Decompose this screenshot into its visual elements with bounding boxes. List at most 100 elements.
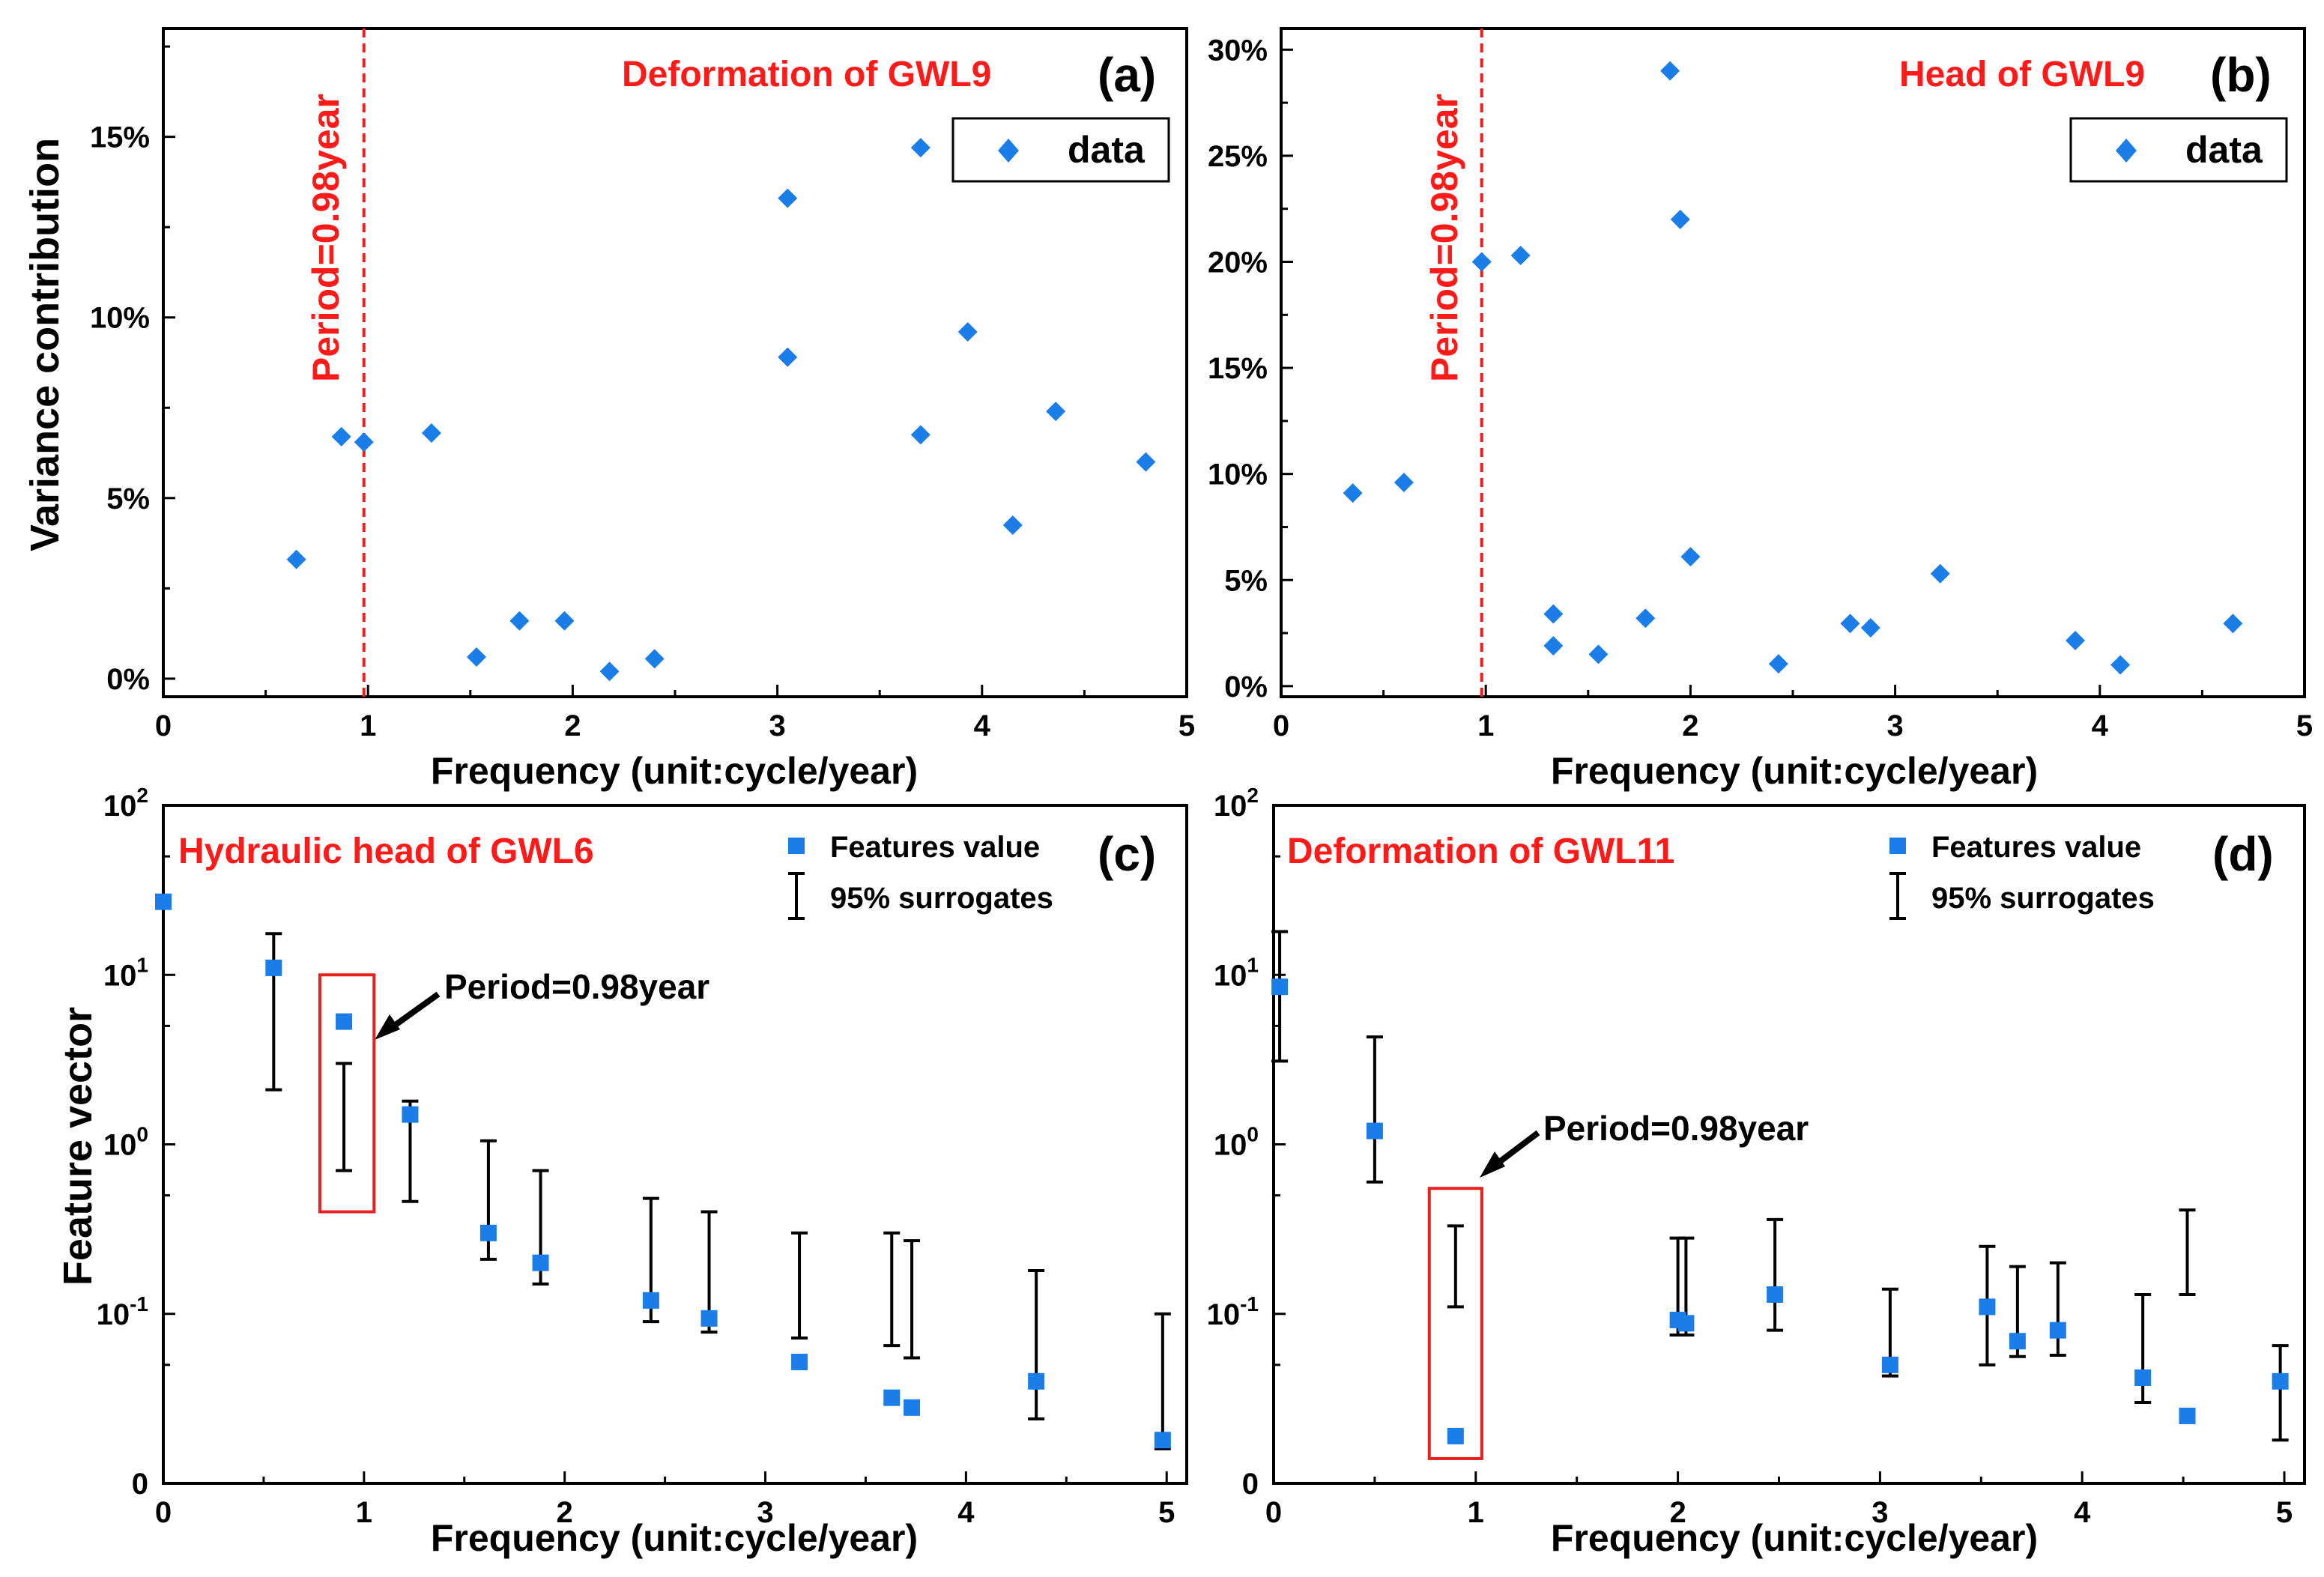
period-label-b: Period=0.98year (1423, 94, 1465, 382)
error-bar (265, 932, 282, 1092)
error-bar (1028, 1268, 1045, 1420)
error-bar (1767, 1217, 1784, 1332)
feature-point (904, 1399, 921, 1416)
data-point (1510, 245, 1531, 265)
feature-point (883, 1389, 901, 1406)
y-tick-label: 25% (1208, 140, 1268, 173)
error-bar (883, 1231, 901, 1348)
error-bar (479, 1139, 497, 1261)
chart-title-d: Deformation of GWL11 (1287, 832, 1674, 871)
y-tick-label: 10-1 (1207, 1292, 1259, 1331)
error-bar (336, 1062, 353, 1172)
x-tick-label: 0 (155, 709, 172, 742)
y-axis-label-a: Variance contribution (22, 138, 67, 551)
data-point (1680, 547, 1701, 567)
data-point (957, 322, 978, 342)
chart-title-a: Deformation of GWL9 (622, 55, 991, 94)
axes-c: 0 1 2 3 4 5 0 10-1 100 101 102 (97, 784, 1175, 1529)
legend-label-features-d: Features value (1931, 831, 2141, 864)
data-point (1670, 209, 1690, 229)
feature-point (2134, 1369, 2152, 1386)
annotation-arrowhead-c (375, 1014, 400, 1040)
y-tick-label: 15% (1208, 352, 1268, 385)
annotation-d: Period=0.98year (1543, 1109, 1809, 1148)
data-point (1860, 617, 1880, 638)
feature-point (265, 959, 282, 976)
feature-point (1028, 1372, 1045, 1390)
legend-marker-b (2116, 139, 2137, 163)
feature-point (791, 1354, 808, 1371)
data-point (466, 647, 486, 667)
data-point (354, 432, 374, 452)
x-tick-label: 1 (356, 1496, 372, 1529)
y-tick-label: 10-1 (97, 1292, 148, 1331)
x-tick-label: 5 (1178, 709, 1195, 742)
y-tick-label: 5% (1224, 564, 1268, 597)
y-tick-label: 5% (106, 482, 150, 515)
feature-point (1447, 1427, 1464, 1444)
error-bar (2272, 1344, 2289, 1442)
chart-title-c: Hydraulic head of GWL6 (178, 832, 594, 871)
x-tick-label: 4 (2074, 1496, 2091, 1529)
x-tick-label: 2 (557, 1496, 573, 1529)
feature-point (2179, 1407, 2196, 1424)
legend-label-features-c: Features value (830, 831, 1040, 864)
x-tick-label: 0 (155, 1496, 172, 1529)
x-tick-label: 5 (2276, 1496, 2293, 1529)
x-tick-label: 0 (1265, 1496, 1282, 1529)
error-bar (2049, 1261, 2066, 1357)
data-point (509, 611, 530, 631)
y-tick-label: 101 (1214, 953, 1259, 992)
y-tick-label: 0% (1224, 671, 1268, 703)
feature-point (479, 1224, 497, 1241)
x-tick-label: 4 (974, 709, 991, 742)
feature-point (1366, 1122, 1383, 1139)
x-axis-label-d: Frequency (unit:cycle/year) (1551, 1517, 2038, 1559)
data-point (286, 549, 306, 569)
feature-point (2272, 1372, 2289, 1390)
data-point (1543, 636, 1564, 656)
x-tick-label: 2 (564, 709, 581, 742)
x-axis-label-a: Frequency (unit:cycle/year) (431, 750, 918, 792)
legend-d: Features value 95% surrogates (1889, 831, 2155, 920)
x-tick-label: 3 (1886, 709, 1903, 742)
data-point (1136, 452, 1156, 472)
feature-point (1271, 978, 1289, 996)
error-bar (1154, 1312, 1171, 1450)
x-tick-label: 4 (2092, 709, 2109, 742)
data-point (778, 188, 798, 208)
axes-a: 0 1 2 3 4 5 0% 5% 10% 15% (90, 28, 1195, 742)
data-point (1768, 654, 1788, 674)
y-axis-label-c: Feature vector (55, 1007, 100, 1286)
panel-label-b: (b) (2210, 48, 2272, 102)
period-label-a: Period=0.98year (305, 94, 347, 382)
chart-title-b: Head of GWL9 (1899, 55, 2145, 94)
data-point (1343, 483, 1363, 503)
feature-point (1154, 1432, 1171, 1449)
legend-box-a (951, 117, 1170, 183)
data-point (1543, 604, 1564, 624)
error-bar (1447, 1224, 1464, 1309)
x-axis-label-b: Frequency (unit:cycle/year) (1551, 750, 2038, 792)
y-tick-label: 0% (106, 663, 150, 696)
legend-errorbar-d (1889, 872, 1906, 920)
legend-label-surrogates-c: 95% surrogates (830, 882, 1053, 915)
data-point (1635, 608, 1656, 629)
data-point (2066, 630, 2086, 650)
error-bar (2134, 1292, 2152, 1405)
panel-c: 0 1 2 3 4 5 0 10-1 100 101 102 Hydraulic head of G… (55, 784, 1188, 1559)
legend-c: Features value 95% surrogates (788, 831, 1053, 920)
panel-label-a: (a) (1098, 48, 1156, 102)
data-point (421, 423, 441, 444)
feature-point (642, 1292, 659, 1309)
y-tick-label: 100 (1214, 1123, 1259, 1162)
x-tick-label: 3 (1871, 1496, 1888, 1529)
data-point (1588, 644, 1609, 665)
x-tick-label: 5 (1158, 1496, 1175, 1529)
legend-errorbar-c (788, 872, 805, 920)
annotation-arrow-d (1493, 1130, 1540, 1168)
x-tick-label: 3 (757, 1496, 773, 1529)
data-point (778, 347, 798, 367)
x-tick-label: 4 (957, 1496, 975, 1529)
